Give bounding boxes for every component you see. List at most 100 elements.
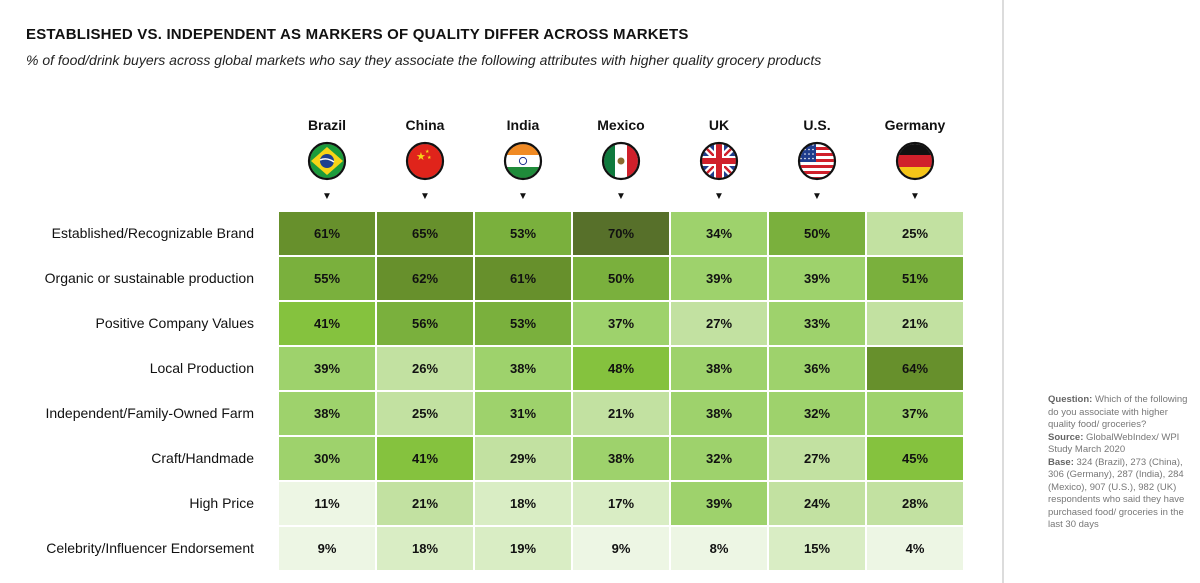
heatmap-cell: 11% [279,482,375,525]
heatmap-cell: 48% [573,347,669,390]
methodology-note: Question: Which of the following do you … [1048,394,1188,532]
heatmap-cell: 21% [573,392,669,435]
uk-flag-icon [699,141,739,181]
heatmap-cell: 38% [573,437,669,480]
row-label: Independent/Family-Owned Farm [45,405,254,421]
heatmap-cell: 41% [279,302,375,345]
heatmap-cell: 39% [769,257,865,300]
heatmap-cell: 41% [377,437,473,480]
heatmap-cell: 25% [867,212,963,255]
heatmap-cell: 39% [279,347,375,390]
heatmap-cell: 32% [769,392,865,435]
column-header: India ▼ [474,116,572,203]
down-arrow-icon: ▼ [518,191,528,202]
heatmap-cell: 26% [377,347,473,390]
heatmap-cell: 30% [279,437,375,480]
heatmap-cell: 64% [867,347,963,390]
svg-text:★: ★ [427,155,432,161]
heatmap-cell: 53% [475,302,571,345]
column-header: Germany ▼ [866,116,964,203]
heatmap-cell: 9% [573,527,669,570]
china-flag-icon: ★ ★★ [405,141,445,181]
column-label: Brazil [307,117,347,133]
column-label: India [506,117,540,133]
down-arrow-icon: ▼ [910,191,920,202]
chart-title: ESTABLISHED VS. INDEPENDENT AS MARKERS O… [26,26,689,43]
divider-line [1002,0,1004,583]
heatmap-cell: 27% [769,437,865,480]
down-arrow-icon: ▼ [420,191,430,202]
heatmap-cell: 38% [671,392,767,435]
row-label: Organic or sustainable production [44,270,254,286]
svg-text:★: ★ [416,150,426,163]
note-source-label: Source: [1048,431,1084,443]
heatmap-cell: 21% [377,482,473,525]
row-label: Positive Company Values [95,315,254,331]
column-header: U.S. ▼ [768,116,866,203]
heatmap-cell: 65% [377,212,473,255]
heatmap-cell: 25% [377,392,473,435]
heatmap-cell: 53% [475,212,571,255]
brazil-flag-icon [307,141,347,181]
heatmap-cell: 32% [671,437,767,480]
heatmap-cell: 70% [573,212,669,255]
heatmap-cell: 15% [769,527,865,570]
heatmap-cell: 34% [671,212,767,255]
chart-subtitle: % of food/drink buyers across global mar… [26,52,822,68]
heatmap-cell: 55% [279,257,375,300]
column-header: China ★ ★ ★ ▼ [376,116,474,203]
heatmap-cell: 62% [377,257,473,300]
heatmap-cell: 28% [867,482,963,525]
heatmap-cell: 4% [867,527,963,570]
heatmap-cell: 8% [671,527,767,570]
heatmap-cell: 24% [769,482,865,525]
heatmap-cell: 45% [867,437,963,480]
heatmap-cell: 27% [671,302,767,345]
heatmap-cell: 61% [279,212,375,255]
svg-text:★: ★ [425,149,430,155]
heatmap-cell: 36% [769,347,865,390]
heatmap-cell: 21% [867,302,963,345]
note-source: GlobalWebIndex/ WPI Study March 2020 [1048,431,1180,456]
india-flag-icon [503,141,543,181]
down-arrow-icon: ▼ [616,191,626,202]
row-label: High Price [189,495,254,511]
column-label: U.S. [803,117,831,133]
column-header: Mexico ▼ [572,116,670,203]
column-label: China [405,117,445,133]
heatmap-cell: 37% [867,392,963,435]
note-question-label: Question: [1048,394,1093,405]
mexico-flag-icon [601,141,641,181]
heatmap-cell: 56% [377,302,473,345]
column-label: Germany [884,117,946,133]
row-label: Local Production [149,360,254,376]
row-label: Craft/Handmade [151,450,254,466]
column-label: UK [708,117,730,133]
note-base-label: Base: [1048,456,1074,468]
heatmap-cell: 38% [671,347,767,390]
heatmap-cell: 31% [475,392,571,435]
row-label: Celebrity/Influencer Endorsement [46,540,254,556]
heatmap-cell: 50% [769,212,865,255]
heatmap-cell: 51% [867,257,963,300]
down-arrow-icon: ▼ [812,191,822,202]
heatmap-cell: 61% [475,257,571,300]
heatmap-cell: 39% [671,257,767,300]
column-header: UK ▼ [670,116,768,203]
heatmap-cell: 29% [475,437,571,480]
column-label: Mexico [597,117,645,133]
heatmap-cell: 38% [475,347,571,390]
row-label: Established/Recognizable Brand [51,225,254,241]
us-flag-icon [797,141,837,181]
note-question: Which of the following do you associate … [1048,394,1188,430]
column-header: Brazil ▼ [278,116,376,203]
heatmap-cell: 38% [279,392,375,435]
heatmap-cell: 17% [573,482,669,525]
heatmap-cell: 19% [475,527,571,570]
down-arrow-icon: ▼ [322,191,332,202]
note-base: 324 (Brazil), 273 (China), 306 (Germany)… [1048,456,1185,531]
heatmap-cell: 18% [475,482,571,525]
heatmap-cell: 9% [279,527,375,570]
heatmap-cell: 33% [769,302,865,345]
heatmap-cell: 39% [671,482,767,525]
